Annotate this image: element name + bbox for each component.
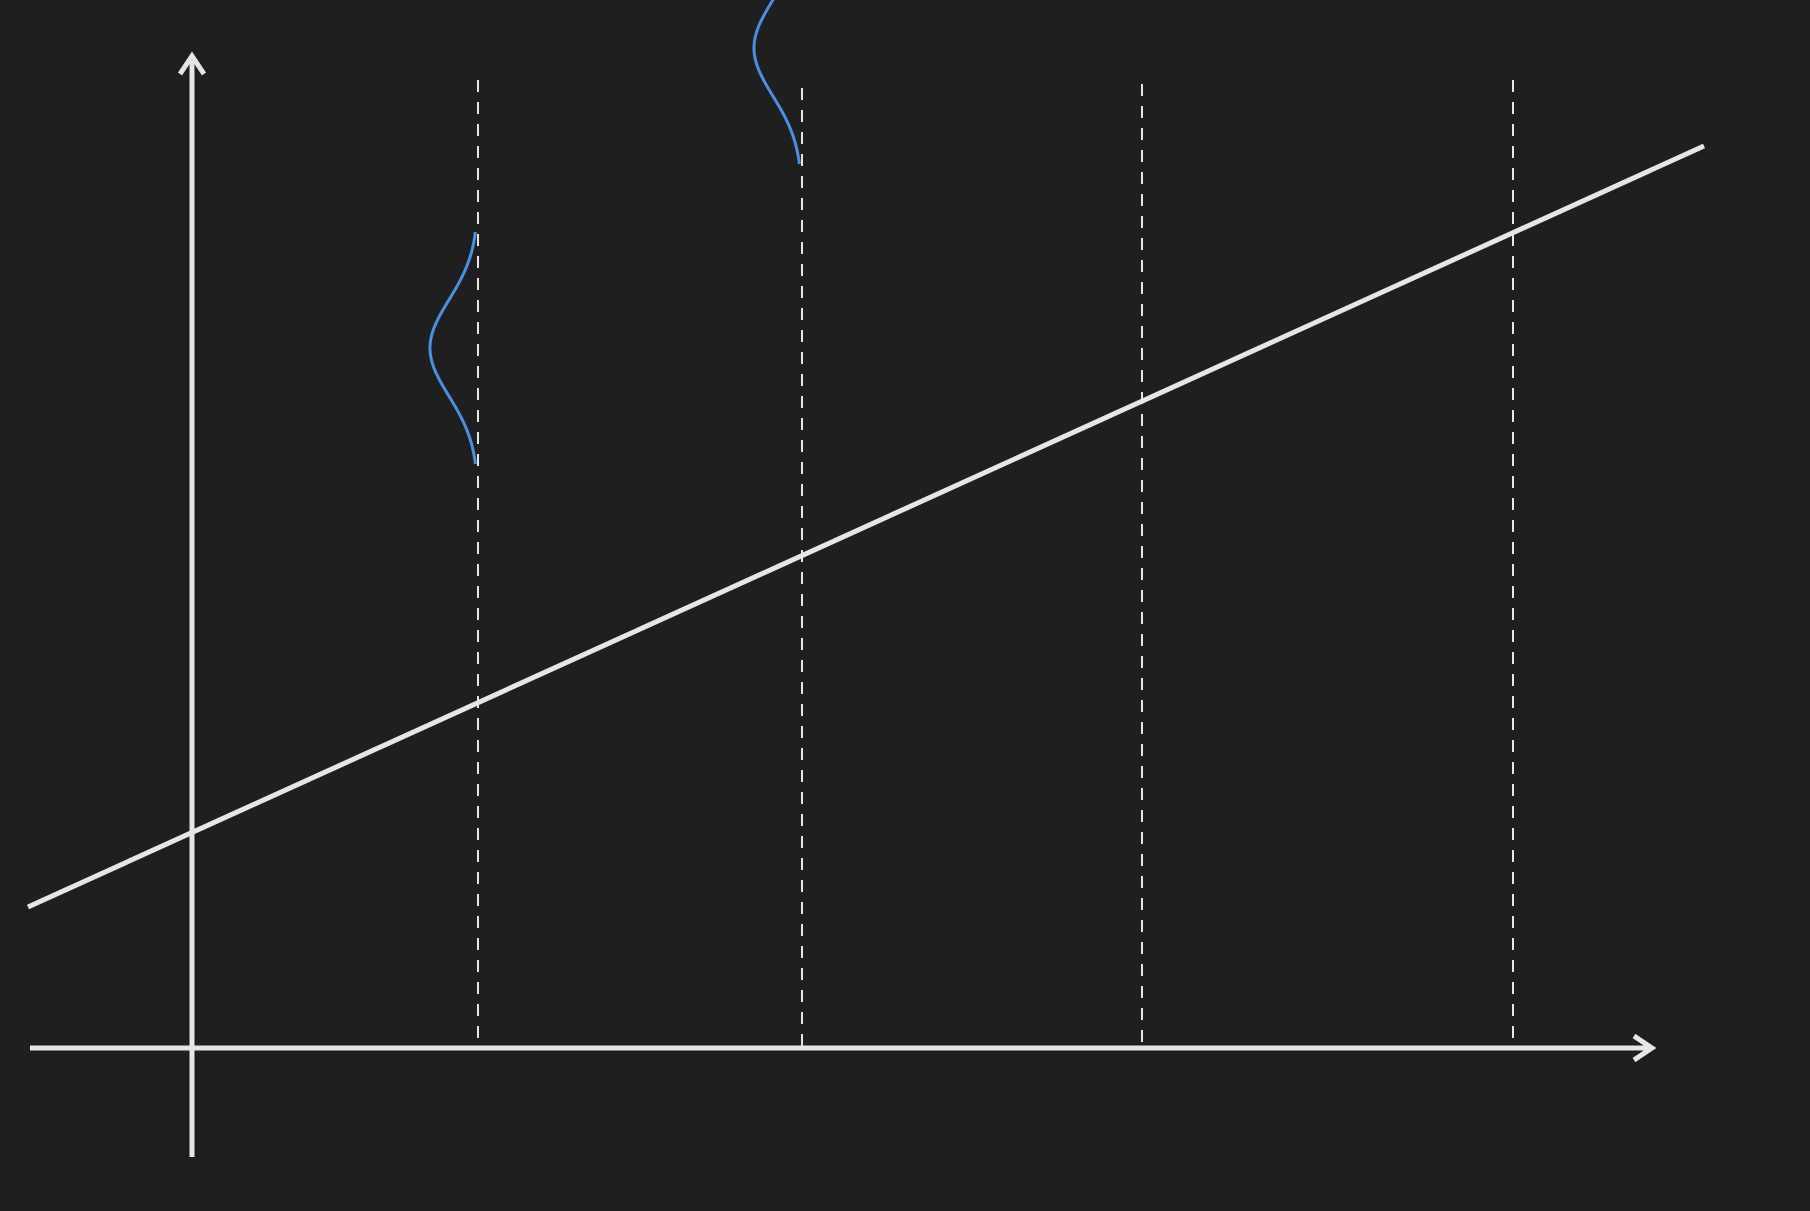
normal-distribution-x1 (428, 231, 477, 465)
normal-distribution-x2 (752, 0, 801, 165)
regression-line (26, 143, 1706, 910)
guide-lines (477, 80, 1514, 1048)
y-axis-arrowhead (177, 51, 207, 76)
x-axis-arrowhead (1632, 1033, 1657, 1063)
distribution-curves (428, 0, 801, 465)
